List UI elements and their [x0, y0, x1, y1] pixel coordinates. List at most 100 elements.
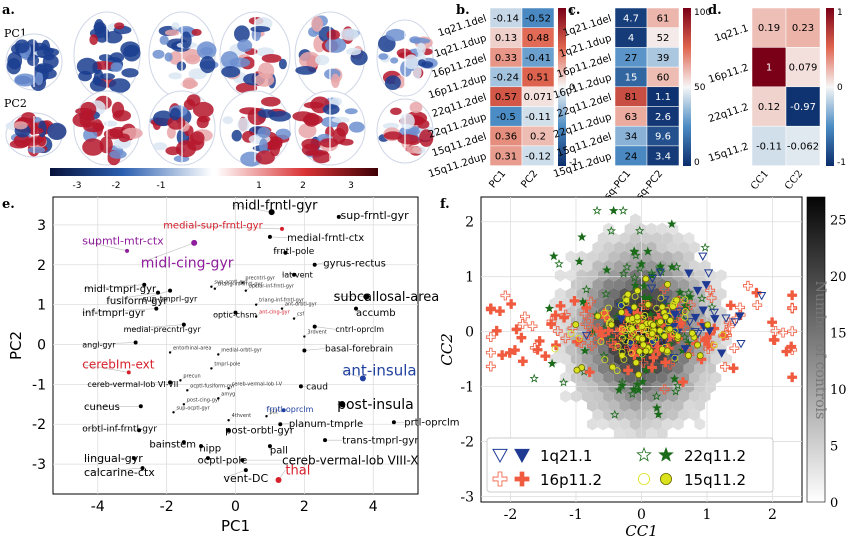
brain-parcel — [92, 61, 115, 70]
region-label: medial-sup-frntl-gyr — [163, 220, 263, 231]
marker-16p11 — [492, 471, 508, 487]
hexbin-cell — [581, 352, 593, 366]
region-point — [339, 401, 346, 408]
marker-1q21 — [735, 312, 745, 321]
hexbin-cell — [635, 408, 647, 422]
marker-16p11 — [752, 300, 763, 310]
brain-parcel — [407, 127, 421, 136]
hexbin-cell — [635, 427, 647, 440]
marker-1q21 — [704, 327, 715, 336]
brain-parcel — [231, 129, 242, 142]
marker-22q11 — [599, 350, 609, 360]
legend-label: 16p11.2 — [540, 471, 602, 489]
marker-16p11 — [628, 344, 639, 355]
marker-22q11 — [544, 303, 555, 313]
marker-16p11 — [555, 300, 566, 311]
hexbin-cell — [651, 287, 663, 301]
heatmap-cell-label: 0.071 — [524, 92, 553, 103]
brain-parcel — [35, 71, 44, 86]
brain-parcel — [27, 146, 46, 154]
hexbin-cell — [587, 269, 598, 282]
region-point — [354, 306, 359, 311]
region-point — [359, 375, 366, 382]
region-label: midl-tmprl-gyr — [84, 284, 157, 295]
hexbin-cell — [651, 250, 663, 263]
hexbin-cell — [640, 418, 652, 431]
hexbin-cell — [683, 380, 695, 394]
x-tick-label: -2 — [504, 507, 518, 523]
marker-16p11 — [485, 332, 496, 342]
marker-15q11 — [575, 334, 583, 342]
marker-15q11 — [617, 308, 625, 316]
region-point — [254, 315, 258, 318]
brain-parcel — [254, 73, 275, 87]
marker-22q11 — [629, 384, 639, 394]
brain-parcel — [108, 78, 131, 93]
hexbin-cell — [603, 390, 614, 403]
region-point — [154, 306, 159, 311]
hexbin-cell — [646, 371, 657, 384]
brain-parcel — [191, 28, 202, 36]
marker-16p11 — [532, 344, 543, 355]
heatmap-colorbar-tick: 50 — [694, 83, 706, 93]
marker-22q11 — [558, 377, 569, 387]
marker-16p11 — [559, 312, 570, 323]
hexbin-cell — [646, 427, 657, 440]
marker-15q11 — [671, 297, 679, 305]
marker-22q11 — [667, 219, 677, 228]
brain-parcel — [28, 136, 45, 144]
heatmap-cell-label: 0.23 — [792, 23, 814, 34]
marker-1q21 — [581, 331, 592, 341]
marker-16p11 — [506, 299, 517, 309]
heatmap-cell — [785, 7, 821, 48]
brain-parcel — [237, 39, 253, 52]
marker-16p11 — [534, 336, 545, 346]
marker-16p11 — [720, 361, 730, 372]
brain-parcel — [103, 120, 118, 127]
marker-22q11 — [707, 302, 717, 312]
marker-16p11 — [743, 280, 753, 291]
y-tick-label: 3 — [37, 218, 46, 234]
heatmap-colorbar-tick: 0 — [569, 83, 575, 93]
brain-parcel — [378, 53, 389, 60]
brain-parcel — [384, 75, 401, 90]
hexbin-cell — [662, 269, 673, 282]
marker-15q11 — [710, 341, 718, 349]
brain-parcel — [306, 149, 329, 156]
hexbin-cell — [597, 250, 609, 263]
brain-parcel — [192, 101, 214, 118]
region-point — [227, 419, 230, 422]
marker-22q11 — [592, 205, 602, 215]
brain-parcel — [180, 79, 198, 89]
region-label-small: opclar-inf-frntl-gyr — [249, 284, 295, 290]
hexbin-cell — [694, 269, 706, 282]
hexbin-cell — [619, 399, 630, 412]
marker-16p11 — [485, 347, 496, 358]
hexbin-colorbar-tick: 10 — [830, 383, 847, 398]
x-tick-label: -2 — [160, 499, 174, 515]
marker-22q11 — [606, 226, 616, 236]
marker-15q11 — [573, 366, 581, 374]
brain-parcel — [311, 16, 323, 32]
legend-label: 22q11.2 — [684, 447, 746, 465]
heatmap-cell-label: 0.51 — [527, 72, 549, 83]
hexbin-cell — [662, 232, 673, 245]
heatmap-cell-label: 61 — [657, 13, 670, 24]
brain-parcel — [112, 110, 131, 122]
hexbin-cell — [576, 380, 587, 394]
region-label-small: put — [269, 409, 277, 415]
brain-parcel — [109, 149, 127, 159]
heatmap-cell — [751, 7, 787, 48]
hexbin-cell — [624, 222, 636, 236]
hexbin-cell — [689, 390, 700, 403]
hexbin-cell — [667, 408, 679, 422]
marker-16p11 — [579, 308, 590, 319]
heatmap-cell-label: -0.41 — [525, 53, 551, 64]
region-point — [172, 411, 175, 414]
label-leader — [232, 204, 272, 213]
brain-parcel — [186, 94, 201, 107]
heatmap-cell-label: 0.13 — [495, 33, 517, 44]
x-tick-label: 4 — [369, 499, 378, 515]
marker-15q11 — [657, 294, 665, 302]
